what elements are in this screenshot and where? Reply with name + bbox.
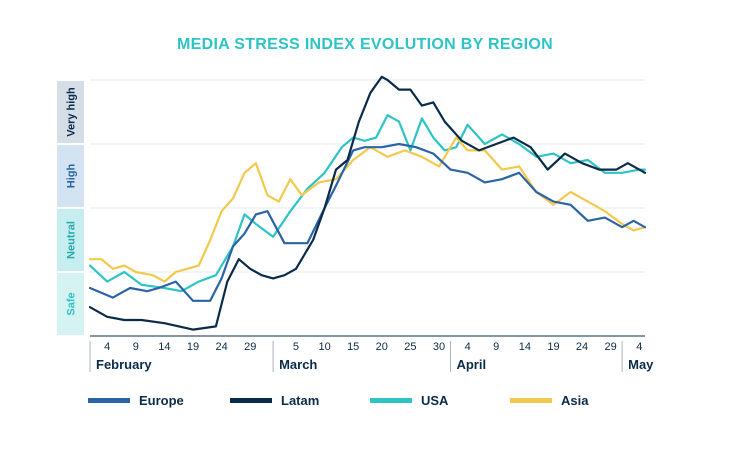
x-tick-label: 24 xyxy=(215,341,227,353)
x-tick-label: 30 xyxy=(433,341,445,353)
x-tick-label: 25 xyxy=(404,341,416,353)
month-label: May xyxy=(628,357,654,372)
chart-title: MEDIA STRESS INDEX EVOLUTION BY REGION xyxy=(177,36,553,53)
gridlines xyxy=(90,79,645,337)
band-safe xyxy=(57,273,84,335)
x-tick-label: 24 xyxy=(576,341,588,353)
x-tick-label: 29 xyxy=(244,341,256,353)
legend: Europe Latam USA Asia xyxy=(88,393,589,408)
x-tick-label: 9 xyxy=(493,341,499,353)
y-band-group: Safe Neutral High Very high xyxy=(57,81,84,335)
x-tick-label: 4 xyxy=(104,341,110,353)
band-label: Neutral xyxy=(66,221,78,259)
legend-swatch-latam xyxy=(230,398,272,403)
x-axis: 4 9 14 19 24 29 5 10 15 20 25 30 4 9 14 19 24 29 4 February… xyxy=(89,341,654,372)
x-tick-label: 5 xyxy=(293,341,299,353)
legend-swatch-usa xyxy=(370,398,412,403)
x-tick-label: 14 xyxy=(519,341,531,353)
legend-swatch-europe xyxy=(88,398,130,403)
legend-label-usa: USA xyxy=(421,393,449,408)
legend-label-latam: Latam xyxy=(281,393,319,408)
x-tick-label: 14 xyxy=(158,341,170,353)
x-tick-label: 10 xyxy=(318,341,330,353)
x-tick-label: 20 xyxy=(376,341,388,353)
band-label: High xyxy=(66,164,78,189)
month-label: February xyxy=(96,357,152,372)
series-line-usa xyxy=(88,114,647,293)
x-tick-label: 19 xyxy=(547,341,559,353)
band-very-high xyxy=(57,81,84,143)
band-neutral xyxy=(57,209,84,271)
legend-label-europe: Europe xyxy=(139,393,184,408)
legend-label-asia: Asia xyxy=(561,393,589,408)
month-label: April xyxy=(456,357,486,372)
month-label: March xyxy=(279,357,317,372)
x-tick-label: 19 xyxy=(187,341,199,353)
series-lines xyxy=(88,75,647,331)
x-tick-label: 15 xyxy=(347,341,359,353)
x-tick-label: 29 xyxy=(605,341,617,353)
series-line-latam xyxy=(88,75,647,331)
band-label: Very high xyxy=(66,87,78,137)
x-tick-label: 4 xyxy=(636,341,642,353)
x-tick-label: 9 xyxy=(133,341,139,353)
series-line-europe xyxy=(88,142,647,302)
series-line-asia xyxy=(88,136,647,283)
band-label: Safe xyxy=(66,292,78,315)
band-high xyxy=(57,145,84,207)
legend-swatch-asia xyxy=(510,398,552,403)
x-tick-label: 4 xyxy=(465,341,471,353)
